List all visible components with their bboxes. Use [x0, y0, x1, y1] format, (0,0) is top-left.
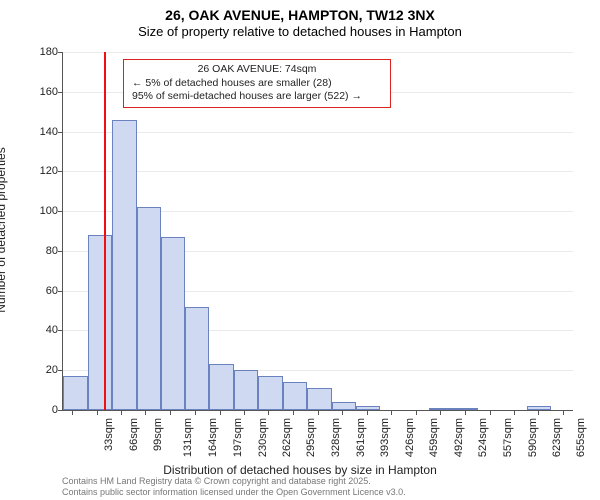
xtick-mark [416, 410, 417, 415]
ytick-label: 80 [18, 245, 58, 257]
ytick-mark [58, 291, 63, 292]
reference-line [104, 52, 106, 410]
histogram-bar [209, 364, 234, 410]
ytick-mark [58, 330, 63, 331]
xtick-mark [538, 410, 539, 415]
histogram-bar [258, 376, 283, 410]
xtick-label: 262sqm [281, 418, 293, 457]
xtick-mark [318, 410, 319, 415]
callout-line-2: 95% of semi-detached houses are larger (… [132, 90, 382, 104]
histogram-bar [112, 120, 137, 410]
histogram-bar [63, 376, 88, 410]
histogram-bar [234, 370, 258, 410]
chart-container: 26, OAK AVENUE, HAMPTON, TW12 3NX Size o… [0, 0, 600, 500]
gridline-h [63, 132, 573, 133]
histogram-bar [161, 237, 186, 410]
xtick-label: 99sqm [152, 418, 164, 451]
ytick-label: 140 [18, 126, 58, 138]
ytick-mark [58, 52, 63, 53]
xtick-label: 524sqm [477, 418, 489, 457]
plot-frame: 26 OAK AVENUE: 74sqm← 5% of detached hou… [62, 52, 573, 411]
xtick-label: 197sqm [232, 418, 244, 457]
xtick-label: 623sqm [551, 418, 563, 457]
xtick-mark [490, 410, 491, 415]
callout-title: 26 OAK AVENUE: 74sqm [132, 63, 382, 77]
callout-line-1: ← 5% of detached houses are smaller (28) [132, 77, 382, 91]
xtick-label: 328sqm [330, 418, 342, 457]
ytick-label: 0 [18, 404, 58, 416]
ytick-label: 20 [18, 364, 58, 376]
xtick-mark [244, 410, 245, 415]
ytick-mark [58, 370, 63, 371]
xtick-label: 557sqm [502, 418, 514, 457]
footer-attribution: Contains HM Land Registry data © Crown c… [62, 476, 406, 499]
xtick-label: 230sqm [257, 418, 269, 457]
xtick-mark [121, 410, 122, 415]
chart-title: 26, OAK AVENUE, HAMPTON, TW12 3NX [0, 0, 600, 24]
ytick-label: 160 [18, 86, 58, 98]
xtick-mark [97, 410, 98, 415]
xtick-label: 33sqm [103, 418, 115, 451]
xtick-label: 492sqm [453, 418, 465, 457]
ytick-mark [58, 132, 63, 133]
xtick-label: 295sqm [305, 418, 317, 457]
xtick-label: 590sqm [527, 418, 539, 457]
ytick-mark [58, 251, 63, 252]
histogram-bar [185, 307, 209, 410]
xtick-label: 655sqm [575, 418, 587, 457]
xtick-label: 459sqm [428, 418, 440, 457]
histogram-bar [88, 235, 112, 410]
gridline-h [63, 52, 573, 53]
histogram-bar [332, 402, 356, 410]
xtick-mark [342, 410, 343, 415]
ytick-mark [58, 92, 63, 93]
ytick-label: 180 [18, 46, 58, 58]
ytick-label: 120 [18, 165, 58, 177]
callout-box: 26 OAK AVENUE: 74sqm← 5% of detached hou… [123, 59, 391, 108]
xtick-mark [72, 410, 73, 415]
footer-line-2: Contains public sector information licen… [62, 487, 406, 498]
xtick-mark [563, 410, 564, 415]
xtick-mark [367, 410, 368, 415]
ytick-label: 60 [18, 285, 58, 297]
xtick-mark [145, 410, 146, 415]
chart-plot-area: 26 OAK AVENUE: 74sqm← 5% of detached hou… [62, 52, 572, 410]
xtick-mark [220, 410, 221, 415]
histogram-bar [283, 382, 307, 410]
xtick-mark [293, 410, 294, 415]
histogram-bar [137, 207, 161, 410]
xtick-mark [514, 410, 515, 415]
xtick-label: 164sqm [207, 418, 219, 457]
footer-line-1: Contains HM Land Registry data © Crown c… [62, 476, 406, 487]
histogram-bar [429, 408, 453, 410]
xtick-label: 131sqm [182, 418, 194, 457]
xtick-mark [170, 410, 171, 415]
ytick-mark [58, 410, 63, 411]
xtick-label: 393sqm [379, 418, 391, 457]
y-axis-label: Number of detached properties [0, 147, 8, 312]
histogram-bar [307, 388, 332, 410]
xtick-mark [268, 410, 269, 415]
ytick-label: 100 [18, 205, 58, 217]
ytick-mark [58, 171, 63, 172]
xtick-mark [195, 410, 196, 415]
ytick-label: 40 [18, 324, 58, 336]
xtick-mark [391, 410, 392, 415]
histogram-bar [356, 406, 381, 410]
xtick-mark [465, 410, 466, 415]
xtick-label: 361sqm [355, 418, 367, 457]
xtick-label: 426sqm [404, 418, 416, 457]
xtick-label: 66sqm [128, 418, 140, 451]
chart-subtitle: Size of property relative to detached ho… [0, 24, 600, 43]
ytick-mark [58, 211, 63, 212]
xtick-mark [440, 410, 441, 415]
gridline-h [63, 171, 573, 172]
